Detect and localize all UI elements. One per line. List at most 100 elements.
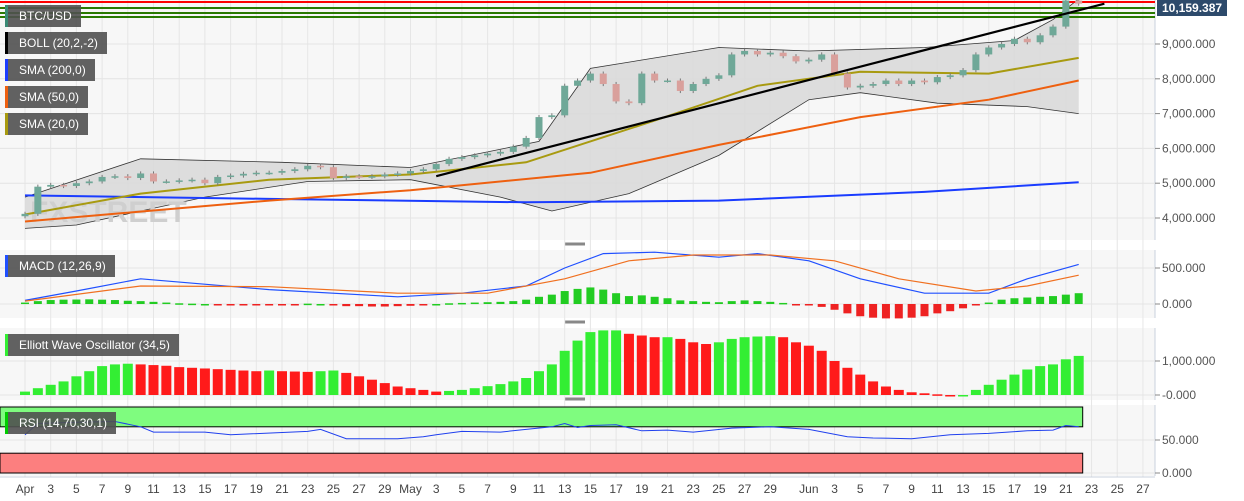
macd-histogram-bar	[252, 304, 261, 306]
macd-histogram-bar	[624, 296, 633, 304]
candle-body	[664, 80, 671, 83]
legend-rsi[interactable]: RSI (14,70,30,1)	[5, 412, 117, 434]
candle-body	[946, 75, 954, 78]
candle-body	[34, 186, 42, 214]
x-tick-label: 11	[931, 482, 944, 496]
legend-sma200[interactable]: SMA (200,0)	[5, 59, 95, 81]
ewo-bar	[726, 338, 737, 395]
candle-body	[137, 173, 145, 178]
candle-body	[676, 80, 684, 91]
ewo-bar	[187, 367, 198, 395]
macd-histogram-bar	[59, 299, 68, 304]
ewo-bar	[816, 350, 827, 395]
candle-body	[381, 174, 389, 177]
macd-histogram-bar	[98, 299, 107, 304]
macd-histogram-bar	[149, 301, 158, 304]
x-tick-label: 9	[124, 482, 131, 496]
ewo-bar	[32, 388, 43, 395]
candle-body	[689, 84, 697, 91]
candle-body	[432, 164, 440, 170]
ewo-bar	[315, 371, 326, 395]
ewo-bar	[1073, 355, 1084, 395]
ewo-bar	[546, 364, 557, 395]
ewo-bar	[662, 337, 673, 395]
legend-ewo[interactable]: Elliott Wave Oscillator (34,5)	[5, 334, 179, 356]
candle-body	[702, 78, 710, 85]
ewo-bar	[842, 367, 853, 395]
sma-line	[24, 79, 1079, 223]
x-tick-label: 19	[250, 482, 264, 496]
macd-histogram-bar	[470, 302, 479, 305]
y-tick-label: 7,000.000	[1162, 107, 1216, 121]
macd-histogram-bar	[1061, 294, 1070, 304]
y-tick-label: 500.000	[1162, 261, 1206, 275]
macd-histogram-bar	[1049, 296, 1057, 304]
ewo-bar	[855, 374, 866, 395]
x-tick-label: Apr	[16, 482, 35, 496]
candle-body	[972, 54, 980, 71]
ewo-bar	[688, 342, 699, 395]
macd-histogram-bar	[342, 304, 351, 307]
ewo-bar	[109, 364, 120, 395]
macd-histogram-bar	[650, 296, 659, 304]
ewo-bar	[71, 376, 82, 395]
ewo-bar	[996, 379, 1007, 395]
candle-body	[1036, 35, 1044, 43]
macd-histogram-bar	[1023, 297, 1032, 304]
macd-histogram-bar	[843, 304, 852, 314]
candle-body	[779, 52, 787, 57]
x-tick-label: 13	[558, 482, 572, 496]
x-tick-label: 29	[378, 482, 392, 496]
sma-line	[24, 56, 1079, 216]
ewo-bar	[456, 389, 467, 395]
ewo-bar	[392, 386, 403, 395]
x-tick-label: 7	[883, 482, 890, 496]
candle-body	[188, 179, 196, 182]
ewo-bar	[932, 394, 943, 396]
legend-btcusd[interactable]: BTC/USD	[5, 5, 81, 27]
candle-body	[535, 117, 543, 138]
candle-body	[496, 151, 504, 154]
macd-histogram-bar	[393, 304, 402, 307]
candle-body	[895, 80, 903, 85]
candle-body	[214, 176, 222, 184]
legend-sma20[interactable]: SMA (20,0)	[5, 113, 89, 135]
y-tick-label: 1,000.000	[1162, 354, 1216, 368]
candle-body	[843, 73, 851, 88]
macd-histogram-bar	[406, 304, 415, 306]
ewo-bar	[880, 386, 891, 395]
macd-histogram-bar	[1074, 293, 1083, 304]
legend-macd[interactable]: MACD (12,26,9)	[5, 255, 115, 277]
ewo-bar	[482, 386, 493, 395]
macd-histogram-bar	[971, 304, 980, 306]
candle-body	[625, 101, 633, 104]
macd-histogram-bar	[316, 304, 325, 306]
macd-histogram-bar	[162, 302, 171, 305]
legend-boll[interactable]: BOLL (20,2,-2)	[5, 32, 107, 54]
macd-histogram-bar	[804, 304, 813, 306]
x-tick-label: 19	[1033, 482, 1047, 496]
last-price-tag: 10,159.387	[1157, 0, 1228, 16]
ewo-bar	[354, 376, 365, 395]
candle-body	[342, 176, 350, 178]
ewo-bar	[585, 332, 596, 395]
macd-histogram-bar	[46, 300, 55, 304]
ewo-bar	[945, 395, 956, 397]
macd-histogram-bar	[907, 304, 916, 318]
candle-body	[715, 75, 723, 79]
candle-body	[805, 59, 813, 62]
ewo-bar	[559, 350, 570, 395]
candle-body	[522, 137, 530, 147]
macd-histogram-bar	[586, 287, 595, 304]
candle-body	[882, 80, 890, 85]
y-tick-label: 6,000.000	[1162, 141, 1216, 155]
legend-sma50[interactable]: SMA (50,0)	[5, 86, 89, 108]
macd-histogram-bar	[612, 293, 621, 304]
macd-histogram-bar	[535, 296, 543, 304]
macd-histogram-bar	[419, 304, 428, 306]
y-tick-label: 8,000.000	[1162, 72, 1216, 86]
candle-body	[47, 184, 55, 187]
ewo-bar	[919, 393, 930, 395]
ewo-bar	[405, 388, 416, 395]
